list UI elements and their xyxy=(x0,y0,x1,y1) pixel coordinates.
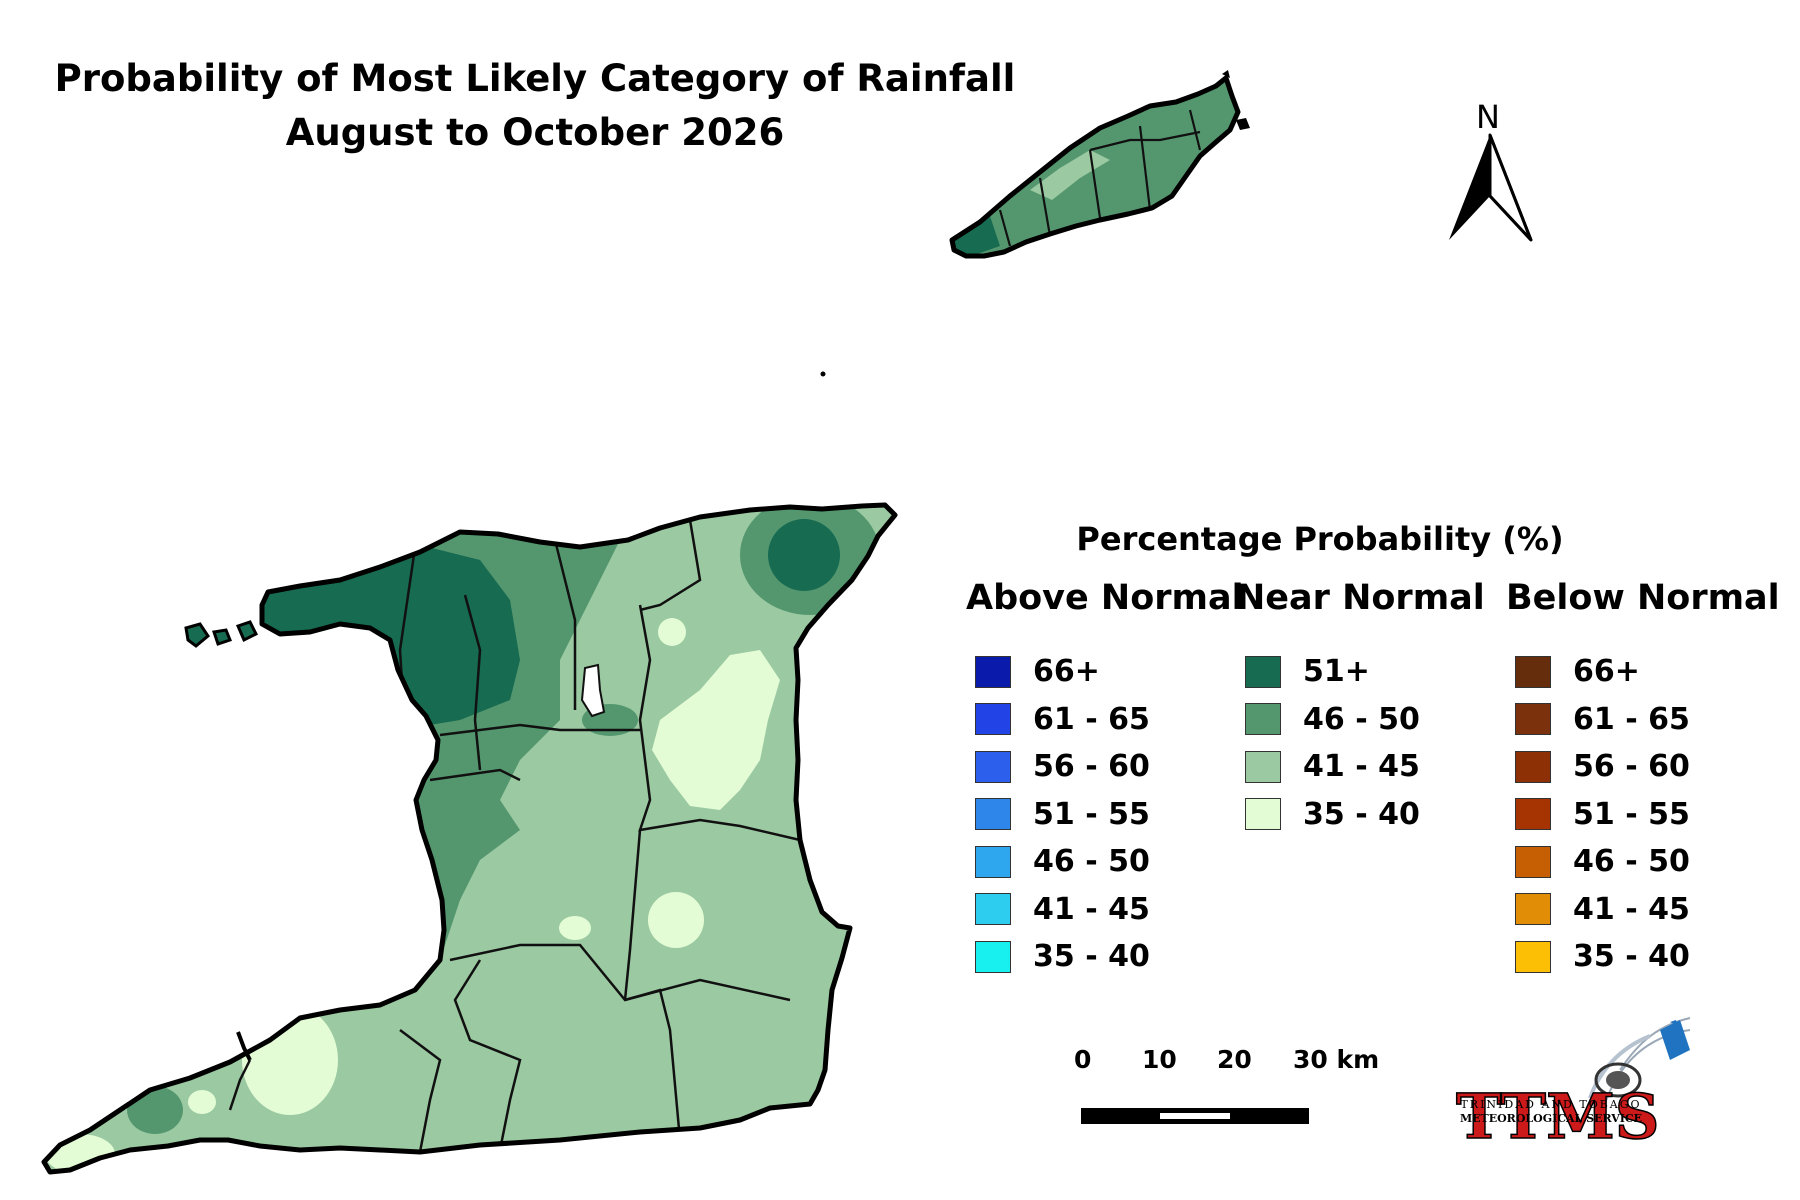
legend-label: 66+ xyxy=(1033,654,1100,690)
legend-item: 56 - 60 xyxy=(975,743,1150,791)
legend-item: 51 - 55 xyxy=(1515,791,1690,839)
legend-label: 66+ xyxy=(1573,654,1640,690)
scale-label-20: 20 xyxy=(1217,1045,1252,1074)
trinidad-island xyxy=(41,502,898,1175)
legend-item: 56 - 60 xyxy=(1515,743,1690,791)
legend-swatch xyxy=(1515,893,1551,926)
legend-swatch xyxy=(1245,750,1281,783)
legend-item: 35 - 40 xyxy=(1245,791,1420,839)
legend-swatch xyxy=(1515,750,1551,783)
legend-item: 66+ xyxy=(1515,648,1690,696)
legend-label: 41 - 45 xyxy=(1573,891,1690,927)
legend-item: 41 - 45 xyxy=(1245,743,1420,791)
legend-swatch xyxy=(975,893,1011,926)
legend-item: 35 - 40 xyxy=(1515,933,1690,981)
legend-item: 46 - 50 xyxy=(1245,696,1420,744)
scale-label-0: 0 xyxy=(1074,1045,1092,1074)
legend-label: 35 - 40 xyxy=(1573,939,1690,975)
ttms-logo-icon: TTMS xyxy=(1455,1017,1691,1154)
legend-item: 35 - 40 xyxy=(975,933,1150,981)
legend-label: 56 - 60 xyxy=(1573,749,1690,785)
legend-swatch xyxy=(975,750,1011,783)
legend-item: 61 - 65 xyxy=(1515,696,1690,744)
legend-item: 46 - 50 xyxy=(975,838,1150,886)
legend-swatch xyxy=(975,940,1011,973)
legend-swatch xyxy=(1515,940,1551,973)
legend-item: 41 - 45 xyxy=(1515,886,1690,934)
logo-service-text: METEOROLOGICAL SERVICE xyxy=(1459,1112,1643,1125)
legend-item: 51 - 55 xyxy=(975,791,1150,839)
scale-label-30km: 30 km xyxy=(1293,1045,1380,1074)
logo-acronym: TTMS xyxy=(1456,1080,1659,1153)
map-title-line1: Probability of Most Likely Category of R… xyxy=(54,57,1016,100)
islet-marker xyxy=(820,371,826,377)
legend-swatch xyxy=(1245,655,1281,688)
legend-below-normal: 66+ 61 - 65 56 - 60 51 - 55 46 - 50 41 - 45 35… xyxy=(1515,648,1690,981)
legend-label: 61 - 65 xyxy=(1573,701,1690,737)
legend-label: 35 - 40 xyxy=(1033,939,1150,975)
legend-label: 51 - 55 xyxy=(1033,796,1150,832)
north-label: N xyxy=(1476,98,1500,136)
legend-above-normal-heading: Above Normal xyxy=(966,578,1244,618)
legend-swatch xyxy=(1245,798,1281,831)
legend-swatch xyxy=(1515,845,1551,878)
scale-bar xyxy=(1081,1108,1309,1124)
legend-label: 51+ xyxy=(1303,654,1370,690)
legend-label: 61 - 65 xyxy=(1033,701,1150,737)
legend-near-normal-heading: Near Normal xyxy=(1236,578,1485,618)
legend-label: 46 - 50 xyxy=(1573,844,1690,880)
legend-label: 35 - 40 xyxy=(1303,796,1420,832)
legend-swatch xyxy=(975,703,1011,736)
legend-label: 41 - 45 xyxy=(1033,891,1150,927)
legend-below-normal-heading: Below Normal xyxy=(1506,578,1780,618)
legend-swatch xyxy=(1515,798,1551,831)
legend-item: 41 - 45 xyxy=(975,886,1150,934)
legend-label: 41 - 45 xyxy=(1303,749,1420,785)
legend-swatch xyxy=(1515,655,1551,688)
legend-label: 56 - 60 xyxy=(1033,749,1150,785)
legend-label: 46 - 50 xyxy=(1033,844,1150,880)
legend-above-normal: 66+ 61 - 65 56 - 60 51 - 55 46 - 50 41 - 45 35… xyxy=(975,648,1150,981)
logo-country-text: TRINIDAD AND TOBAGO xyxy=(1460,1098,1642,1111)
legend-swatch xyxy=(975,845,1011,878)
legend-label: 46 - 50 xyxy=(1303,701,1420,737)
map-title-line2: August to October 2026 xyxy=(285,111,785,154)
legend-swatch xyxy=(975,655,1011,688)
legend-near-normal: 51+ 46 - 50 41 - 45 35 - 40 xyxy=(1245,648,1420,838)
legend-item: 46 - 50 xyxy=(1515,838,1690,886)
legend-item: 51+ xyxy=(1245,648,1420,696)
legend-swatch xyxy=(1245,703,1281,736)
scale-label-10: 10 xyxy=(1142,1045,1177,1074)
legend-item: 66+ xyxy=(975,648,1150,696)
legend-swatch xyxy=(975,798,1011,831)
north-arrow-icon xyxy=(1449,133,1533,242)
legend-label: 51 - 55 xyxy=(1573,796,1690,832)
legend-swatch xyxy=(1515,703,1551,736)
tobago-island xyxy=(949,70,1250,259)
legend-item: 61 - 65 xyxy=(975,696,1150,744)
legend-heading: Percentage Probability (%) xyxy=(1076,520,1564,558)
